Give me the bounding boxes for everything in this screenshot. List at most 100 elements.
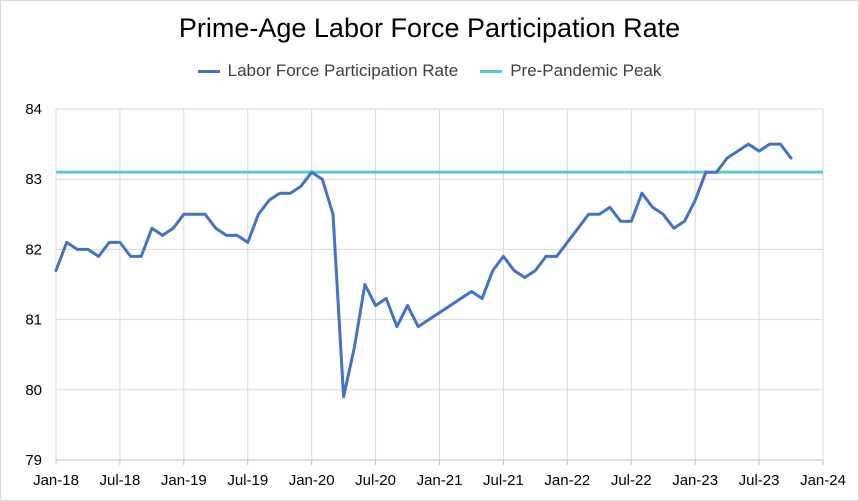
y-tick-label: 81 (25, 312, 42, 329)
lfpr-data-point (662, 213, 664, 215)
lfpr-data-point (747, 143, 749, 145)
lfpr-data-point (353, 346, 355, 348)
lfpr-data-point (406, 304, 408, 306)
lfpr-data-point (492, 269, 494, 271)
lfpr-data-point (289, 192, 291, 194)
lfpr-data-point (268, 199, 270, 201)
x-tick-label: Jul-19 (227, 472, 268, 489)
lfpr-data-point (279, 192, 281, 194)
lfpr-data-point (183, 213, 185, 215)
x-tick-label: Jan-18 (33, 472, 79, 489)
lfpr-data-point (385, 297, 387, 299)
lfpr-data-point (236, 234, 238, 236)
lfpr-data-point (364, 283, 366, 285)
x-tick-label: Jan-20 (289, 472, 335, 489)
y-tick-label: 83 (25, 171, 42, 188)
lfpr-data-point (737, 150, 739, 152)
lfpr-data-point (129, 255, 131, 257)
lfpr-data-point (342, 396, 344, 398)
x-tick-label: Jul-20 (355, 472, 396, 489)
lfpr-data-point (140, 255, 142, 257)
legend-swatch-lfpr (197, 69, 220, 73)
lfpr-data-point (310, 171, 312, 173)
lfpr-data-point (76, 248, 78, 250)
lfpr-data-point (555, 255, 557, 257)
lfpr-data-point (65, 241, 67, 243)
lfpr-data-point (119, 241, 121, 243)
lfpr-data-point (193, 213, 195, 215)
lfpr-data-point (55, 269, 57, 271)
lfpr-data-point (758, 150, 760, 152)
y-tick-label: 84 (25, 101, 42, 118)
lfpr-data-point (651, 206, 653, 208)
x-tick-label: Jan-19 (161, 472, 207, 489)
lfpr-data-point (481, 297, 483, 299)
legend-label-lfpr: Labor Force Participation Rate (227, 61, 459, 80)
legend-item-lfpr: Labor Force Participation Rate (197, 61, 459, 81)
lfpr-data-point (609, 206, 611, 208)
lfpr-data-point (566, 241, 568, 243)
lfpr-data-point (577, 227, 579, 229)
lfpr-data-point (587, 213, 589, 215)
lfpr-data-point (673, 227, 675, 229)
x-tick-label: Jul-18 (99, 472, 140, 489)
x-tick-label: Jan-23 (672, 472, 718, 489)
lfpr-data-point (534, 269, 536, 271)
lfpr-data-point (172, 227, 174, 229)
lfpr-data-point (524, 276, 526, 278)
lfpr-data-point (300, 185, 302, 187)
chart-legend: Labor Force Participation Rate Pre-Pande… (1, 61, 858, 81)
x-tick-label: Jul-21 (483, 472, 524, 489)
lfpr-data-point (225, 234, 227, 236)
x-tick-label: Jan-22 (544, 472, 590, 489)
lfpr-data-point (151, 227, 153, 229)
lfpr-data-point (438, 311, 440, 313)
chart-title: Prime-Age Labor Force Participation Rate (178, 13, 681, 43)
x-tick-label: Jan-24 (800, 472, 846, 489)
lfpr-data-point (321, 178, 323, 180)
lfpr-data-point (417, 325, 419, 327)
lfpr-data-point (502, 255, 504, 257)
lfpr-data-point (726, 157, 728, 159)
y-tick-label: 80 (25, 382, 42, 399)
lfpr-data-point (449, 304, 451, 306)
lfpr-data-point (428, 318, 430, 320)
legend-item-peak: Pre-Pandemic Peak (480, 61, 661, 81)
legend-label-peak: Pre-Pandemic Peak (510, 61, 662, 80)
y-tick-label: 82 (25, 241, 42, 258)
lfpr-data-point (779, 143, 781, 145)
lfpr-data-point (332, 213, 334, 215)
lfpr-data-point (545, 255, 547, 257)
lfpr-data-point (247, 241, 249, 243)
lfpr-data-point (694, 199, 696, 201)
lfpr-data-point (715, 171, 717, 173)
lfpr-data-point (460, 297, 462, 299)
lfpr-data-point (705, 171, 707, 173)
lfpr-data-point (257, 213, 259, 215)
lfpr-data-point (374, 304, 376, 306)
labor-force-participation-line (54, 142, 793, 399)
lfpr-data-point (108, 241, 110, 243)
lfpr-data-point (470, 290, 472, 292)
lfpr-data-point (215, 227, 217, 229)
y-tick-label: 79 (25, 452, 42, 469)
lfpr-data-point (630, 220, 632, 222)
lfpr-data-point (769, 143, 771, 145)
lfpr-data-point (641, 192, 643, 194)
x-tick-label: Jul-22 (611, 472, 652, 489)
legend-swatch-peak (480, 69, 503, 73)
lfpr-data-point (598, 213, 600, 215)
lfpr-data-point (683, 220, 685, 222)
lfpr-data-point (204, 213, 206, 215)
x-tick-label: Jul-23 (739, 472, 780, 489)
x-tick-label: Jan-21 (417, 472, 463, 489)
lfpr-data-point (161, 234, 163, 236)
lfpr-data-point (790, 157, 792, 159)
lfpr-data-point (396, 325, 398, 327)
lfpr-data-point (619, 220, 621, 222)
lfpr-data-point (87, 248, 89, 250)
lfpr-data-point (513, 269, 515, 271)
lfpr-data-point (97, 255, 99, 257)
